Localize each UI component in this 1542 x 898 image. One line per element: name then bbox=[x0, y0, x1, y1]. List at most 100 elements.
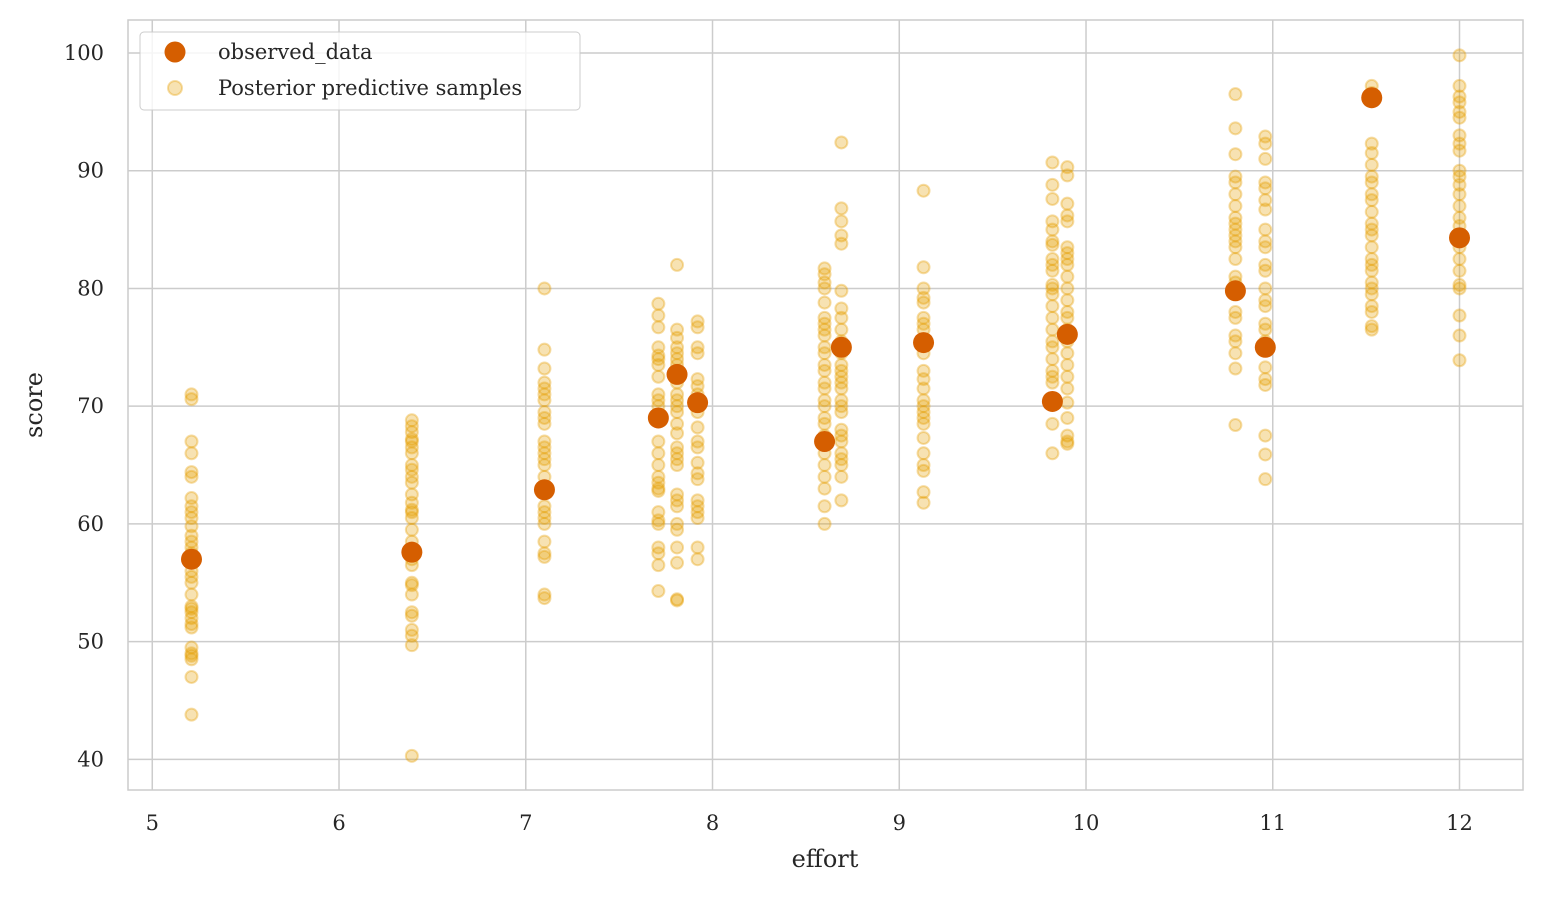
posterior-sample-point bbox=[651, 434, 666, 449]
posterior-sample-point bbox=[1045, 252, 1060, 267]
posterior-sample-point bbox=[1060, 434, 1075, 449]
posterior-sample-point bbox=[1364, 157, 1379, 172]
observed-data-point bbox=[666, 363, 688, 385]
posterior-sample-point bbox=[1060, 310, 1075, 325]
y-axis-label: score bbox=[20, 372, 48, 438]
posterior-sample-point bbox=[184, 511, 199, 526]
posterior-sample-point bbox=[1060, 240, 1075, 255]
posterior-sample-point bbox=[1045, 257, 1060, 272]
grid-lines bbox=[128, 20, 1523, 790]
posterior-sample-point bbox=[1258, 181, 1273, 196]
posterior-sample-point bbox=[537, 342, 552, 357]
posterior-sample-point bbox=[916, 310, 931, 325]
posterior-sample-point bbox=[1452, 136, 1467, 151]
posterior-sample-point bbox=[1060, 257, 1075, 272]
posterior-sample-point bbox=[670, 446, 685, 461]
posterior-sample-point bbox=[1452, 78, 1467, 93]
posterior-sample-point bbox=[916, 295, 931, 310]
posterior-sample-point bbox=[690, 440, 705, 455]
posterior-sample-point bbox=[834, 393, 849, 408]
posterior-sample-point bbox=[184, 620, 199, 635]
posterior-sample-point bbox=[817, 275, 832, 290]
posterior-sample-point bbox=[651, 296, 666, 311]
posterior-sample-point bbox=[1258, 299, 1273, 314]
posterior-sample-point bbox=[1228, 222, 1243, 237]
posterior-sample-point bbox=[184, 534, 199, 549]
posterior-sample-point bbox=[1060, 281, 1075, 296]
plot-frame bbox=[127, 19, 1524, 791]
posterior-sample-point bbox=[690, 493, 705, 508]
posterior-sample-point bbox=[817, 328, 832, 343]
posterior-sample-point bbox=[184, 465, 199, 480]
posterior-sample-point bbox=[537, 591, 552, 606]
posterior-sample-point bbox=[1045, 375, 1060, 390]
posterior-sample-point bbox=[834, 422, 849, 437]
posterior-sample-point bbox=[651, 308, 666, 323]
posterior-sample-point bbox=[184, 599, 199, 614]
posterior-sample-point bbox=[404, 462, 419, 477]
posterior-sample-point bbox=[404, 587, 419, 602]
posterior-sample-point bbox=[834, 322, 849, 337]
posterior-sample-point bbox=[1258, 136, 1273, 151]
posterior-sample-point bbox=[1258, 322, 1273, 337]
posterior-sample-point bbox=[1045, 299, 1060, 314]
posterior-sample-point bbox=[404, 475, 419, 490]
posterior-sample-point bbox=[834, 428, 849, 443]
posterior-sample-point bbox=[916, 316, 931, 331]
posterior-sample-point bbox=[817, 340, 832, 355]
posterior-sample-point bbox=[1045, 369, 1060, 384]
posterior-sample-point bbox=[1364, 146, 1379, 161]
posterior-sample-point bbox=[670, 592, 685, 607]
observed-data-point bbox=[913, 332, 935, 354]
posterior-sample-point bbox=[834, 363, 849, 378]
posterior-sample-point bbox=[1452, 104, 1467, 119]
posterior-sample-point bbox=[651, 348, 666, 363]
posterior-sample-point bbox=[651, 320, 666, 335]
posterior-sample-point bbox=[690, 505, 705, 520]
y-tick-label: 50 bbox=[77, 630, 104, 654]
posterior-sample-point bbox=[1045, 237, 1060, 252]
posterior-sample-point bbox=[1452, 281, 1467, 296]
posterior-sample-point bbox=[404, 469, 419, 484]
posterior-sample-point bbox=[1045, 191, 1060, 206]
posterior-sample-point bbox=[834, 446, 849, 461]
posterior-sample-point bbox=[1258, 293, 1273, 308]
posterior-sample-point bbox=[834, 405, 849, 420]
posterior-sample-point bbox=[916, 290, 931, 305]
posterior-sample-point bbox=[916, 463, 931, 478]
posterior-sample-point bbox=[670, 499, 685, 514]
posterior-sample-point bbox=[404, 605, 419, 620]
observed-data-series bbox=[180, 87, 1471, 570]
posterior-sample-point bbox=[1452, 308, 1467, 323]
posterior-sample-point bbox=[1060, 436, 1075, 451]
posterior-sample-point bbox=[537, 546, 552, 561]
posterior-sample-point bbox=[690, 472, 705, 487]
posterior-sample-point bbox=[690, 420, 705, 435]
posterior-sample-point bbox=[834, 369, 849, 384]
posterior-sample-point bbox=[1452, 128, 1467, 143]
posterior-sample-point bbox=[690, 499, 705, 514]
posterior-sample-point bbox=[537, 434, 552, 449]
posterior-sample-point bbox=[834, 469, 849, 484]
posterior-sample-point bbox=[834, 310, 849, 325]
posterior-sample-point bbox=[404, 434, 419, 449]
observed-data-point bbox=[687, 392, 709, 414]
posterior-sample-point bbox=[184, 519, 199, 534]
posterior-sample-point bbox=[404, 458, 419, 473]
posterior-sample-point bbox=[1045, 222, 1060, 237]
posterior-sample-point bbox=[670, 522, 685, 537]
posterior-sample-point bbox=[1045, 281, 1060, 296]
posterior-sample-point bbox=[537, 361, 552, 376]
posterior-sample-point bbox=[817, 346, 832, 361]
posterior-sample-point bbox=[184, 434, 199, 449]
posterior-sample-point bbox=[651, 340, 666, 355]
posterior-sample-point bbox=[916, 410, 931, 425]
x-tick-label: 6 bbox=[332, 811, 345, 835]
posterior-sample-point bbox=[916, 416, 931, 431]
posterior-sample-point bbox=[1045, 234, 1060, 249]
posterior-sample-point bbox=[1060, 214, 1075, 229]
posterior-sample-point bbox=[1364, 175, 1379, 190]
posterior-sample-point bbox=[817, 469, 832, 484]
posterior-sample-point bbox=[1258, 447, 1273, 462]
posterior-sample-point bbox=[916, 405, 931, 420]
